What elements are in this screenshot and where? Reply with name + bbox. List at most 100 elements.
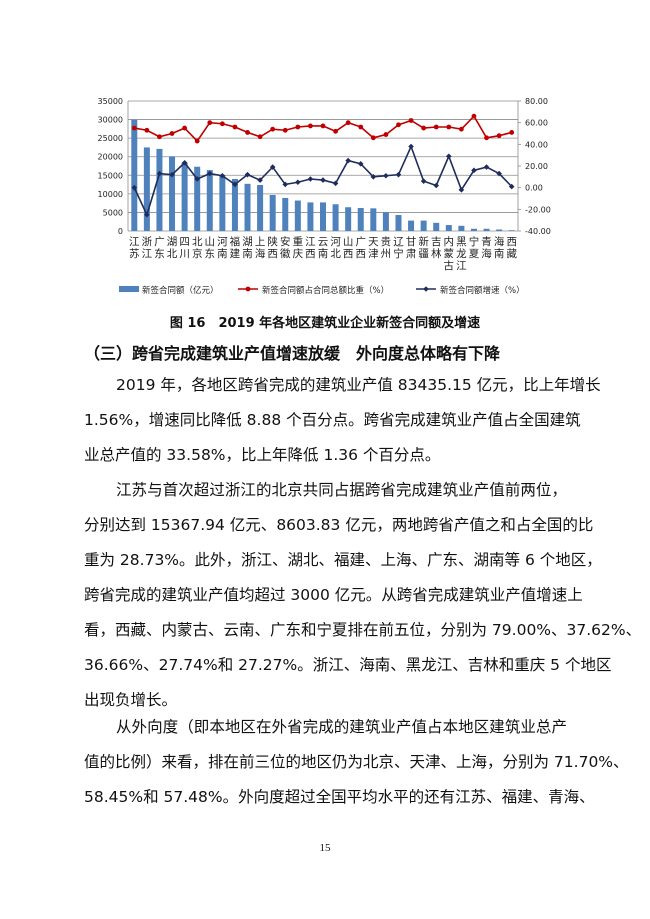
- category-label: 河: [217, 236, 228, 248]
- bar-宁夏: [470, 228, 477, 231]
- bar-北京: [194, 166, 201, 231]
- category-label: 疆: [418, 248, 429, 260]
- category-label: 苏: [129, 247, 140, 260]
- category-label: 广: [154, 236, 165, 248]
- bar-陕西: [269, 194, 276, 231]
- right-tick-label: 60.00: [525, 119, 548, 128]
- category-label: 宁: [393, 247, 404, 260]
- point: [307, 176, 314, 182]
- point: [496, 133, 502, 139]
- point: [244, 171, 251, 178]
- point: [131, 184, 138, 191]
- paragraph-line: 值的比例）来看，排在前三位的地区仍为北京、天津、上海，分别为 71.70%、: [84, 753, 629, 771]
- bar-浙江: [143, 147, 150, 231]
- paragraph-line: 从外向度（即本地区在外省完成的建筑业产值占本地区建筑业总产: [116, 718, 567, 736]
- category-label: 蒙: [444, 247, 455, 260]
- point: [421, 125, 427, 131]
- page-number: 15: [319, 842, 331, 854]
- point: [131, 125, 137, 131]
- bar-辽宁: [395, 215, 402, 231]
- category-label: 北: [330, 248, 341, 260]
- category-label: 四: [179, 236, 190, 248]
- category-label: 山: [343, 236, 354, 248]
- bar-安徽: [282, 197, 289, 231]
- right-tick-label: 40.00: [525, 140, 548, 149]
- category-label: 南: [318, 247, 329, 260]
- category-label: 甘: [406, 235, 417, 248]
- category-label: 江: [142, 248, 153, 260]
- bar-海南: [496, 229, 503, 231]
- legend-marker: [245, 286, 251, 292]
- point: [484, 135, 489, 141]
- bar-甘肃: [408, 220, 415, 231]
- category-label: 福: [230, 235, 241, 248]
- point: [357, 161, 364, 167]
- point: [345, 157, 351, 164]
- category-label: 北: [167, 248, 178, 260]
- left-tick-label: 30000: [98, 116, 123, 125]
- point: [270, 126, 276, 132]
- legend-marker: [423, 286, 429, 292]
- point: [496, 170, 502, 177]
- point: [282, 127, 288, 133]
- category-label: 古: [444, 259, 455, 272]
- bar-内蒙古: [445, 225, 452, 231]
- point: [219, 172, 226, 179]
- point: [370, 135, 376, 141]
- point: [446, 124, 452, 130]
- bar-福建: [231, 179, 238, 231]
- point: [245, 130, 250, 135]
- paragraph-line: 业总产值的 33.58%，比上年降低 1.36 个百分点。: [84, 446, 441, 464]
- point: [232, 124, 238, 130]
- point: [332, 180, 339, 187]
- bar-湖北: [169, 156, 176, 231]
- category-label: 安: [280, 235, 291, 248]
- category-label: 浙: [142, 236, 153, 248]
- point: [257, 177, 263, 183]
- paragraph-line: 出现负增长。: [84, 691, 178, 709]
- category-label: 龙: [456, 247, 467, 260]
- bar-湖南: [244, 183, 251, 231]
- bar-河南: [219, 175, 226, 231]
- category-label: 上: [255, 236, 266, 248]
- point: [232, 181, 238, 188]
- category-label: 云: [318, 236, 329, 248]
- point: [295, 124, 301, 130]
- paragraph-line: 58.45%和 57.48%。外向度超过全国平均水平的还有江苏、福建、青海、: [84, 788, 595, 806]
- category-label: 海: [255, 247, 266, 260]
- bar-江西: [307, 202, 314, 231]
- category-label: 山: [205, 236, 216, 248]
- bar-山东: [206, 170, 213, 231]
- category-label: 庆: [293, 247, 304, 260]
- point: [181, 159, 188, 166]
- right-tick-label: 80.00: [525, 97, 548, 106]
- legend-label: 新签合同额占合同总额比重（%）: [262, 285, 389, 296]
- point: [257, 134, 263, 140]
- category-label: 湖: [167, 236, 178, 248]
- bar-青海: [483, 228, 490, 231]
- legend-bar-swatch: [119, 286, 139, 292]
- paragraph-line: 1.56%，增速同比降低 8.88 个百分点。跨省完成建筑业产值占全国建筑: [84, 411, 581, 429]
- right-tick-label: 20.00: [525, 162, 548, 171]
- right-tick-label: 0.00: [525, 184, 543, 193]
- point: [144, 211, 150, 218]
- category-label: 海: [481, 247, 492, 260]
- category-label: 青: [481, 235, 492, 248]
- point: [320, 177, 326, 183]
- category-label: 京: [192, 247, 203, 260]
- bar-上海: [257, 184, 264, 231]
- point: [358, 124, 364, 130]
- point: [282, 181, 289, 188]
- category-label: 津: [368, 248, 379, 260]
- point: [458, 126, 464, 132]
- category-label: 江: [305, 236, 316, 248]
- point: [508, 183, 515, 190]
- legend-label: 新签合同额增速（%）: [440, 285, 525, 296]
- point: [144, 127, 150, 133]
- category-label: 西: [343, 248, 354, 260]
- category-label: 湖: [242, 236, 253, 248]
- bar-贵州: [382, 212, 389, 231]
- category-label: 藏: [506, 248, 517, 260]
- left-tick-label: 15000: [98, 171, 123, 180]
- point: [509, 130, 515, 135]
